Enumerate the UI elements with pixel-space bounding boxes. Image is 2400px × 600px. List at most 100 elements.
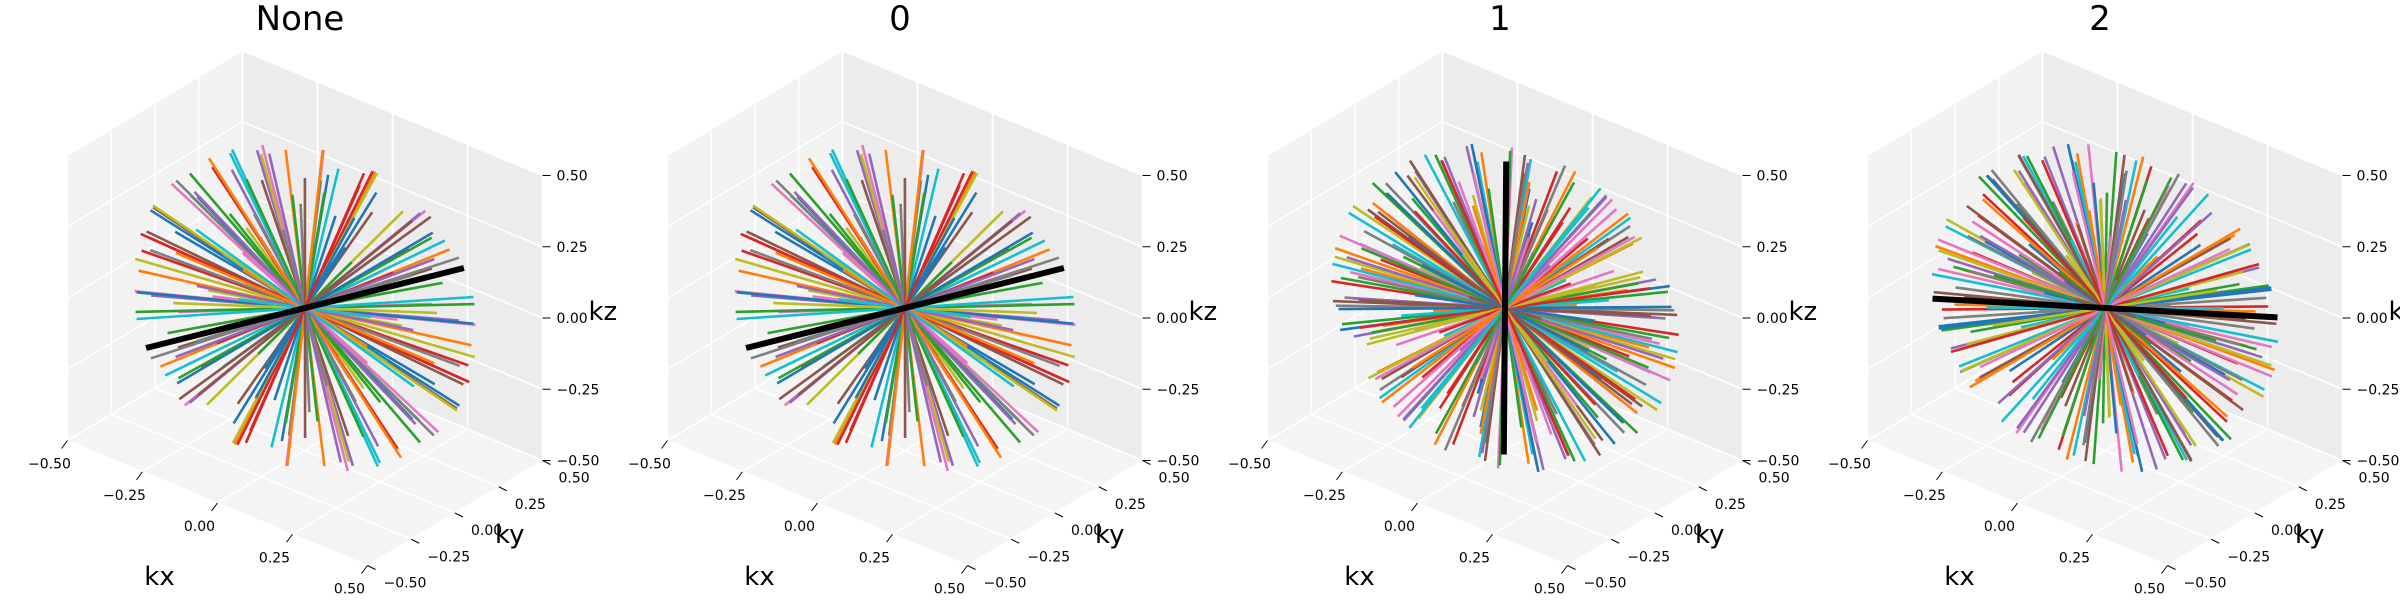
y-axis-label: ky bbox=[495, 520, 525, 550]
y-tick-mark bbox=[367, 565, 376, 570]
grid-line bbox=[154, 387, 456, 514]
grid-line bbox=[1954, 387, 2256, 514]
x-tick-label: 0.00 bbox=[184, 519, 215, 535]
grid-line bbox=[1442, 49, 1743, 177]
highlight-spoke bbox=[1500, 161, 1510, 455]
y-axis-label: ky bbox=[1095, 520, 1125, 550]
y-tick-mark bbox=[454, 512, 464, 518]
x-tick-mark bbox=[286, 533, 293, 543]
x-tick-label: −0.25 bbox=[103, 488, 146, 504]
z-tick-label: −0.25 bbox=[1757, 382, 1800, 398]
y-tick-mark bbox=[2211, 538, 2220, 544]
grid-line bbox=[198, 361, 500, 488]
x-tick-label: 0.25 bbox=[2059, 550, 2090, 566]
y-tick-label: −0.25 bbox=[1027, 549, 1070, 565]
z-tick-label: −0.50 bbox=[2357, 454, 2400, 470]
z-axis-label: kz bbox=[1789, 297, 1818, 327]
x-tick-label: −0.25 bbox=[1903, 488, 1946, 504]
y-tick-label: −0.25 bbox=[427, 549, 470, 565]
subplot-title: 2 bbox=[2089, 0, 2111, 39]
y-tick-label: 0.25 bbox=[1715, 497, 1746, 513]
x-tick-mark bbox=[961, 565, 968, 574]
y-tick-mark bbox=[411, 538, 420, 544]
subplot-title: None bbox=[256, 0, 345, 39]
grid-line bbox=[842, 49, 1143, 177]
x-tick-label: −0.50 bbox=[28, 457, 71, 473]
grid-line bbox=[667, 49, 843, 157]
z-tick-label: 0.25 bbox=[1757, 240, 1788, 256]
x-tick-mark bbox=[1336, 471, 1343, 481]
y-tick-label: −0.50 bbox=[1584, 576, 1627, 592]
z-tick-label: −0.25 bbox=[557, 382, 600, 398]
x-axis-label: kx bbox=[1344, 562, 1374, 592]
highlight-spoke bbox=[1932, 295, 2278, 321]
y-tick-mark bbox=[542, 460, 551, 465]
x-tick-mark bbox=[1936, 471, 1943, 481]
z-tick-label: 0.00 bbox=[2357, 311, 2388, 327]
x-tick-label: 0.50 bbox=[934, 582, 965, 598]
x-tick-label: −0.25 bbox=[1303, 488, 1346, 504]
x-tick-mark bbox=[1861, 440, 1868, 449]
z-tick-label: 0.50 bbox=[557, 169, 588, 185]
x-tick-mark bbox=[361, 565, 368, 574]
x-tick-mark bbox=[736, 471, 743, 481]
grid-line bbox=[67, 49, 243, 157]
y-tick-label: 0.00 bbox=[2271, 523, 2302, 539]
highlight-spoke bbox=[745, 265, 1065, 351]
x-tick-label: −0.50 bbox=[1828, 457, 1871, 473]
grid-line bbox=[67, 121, 243, 228]
z-axis-label: kz bbox=[2389, 297, 2400, 327]
y-tick-label: −0.50 bbox=[984, 576, 1027, 592]
y-tick-mark bbox=[1011, 538, 1020, 544]
highlight-spoke bbox=[145, 265, 465, 351]
x-tick-label: −0.25 bbox=[703, 488, 746, 504]
y-tick-mark bbox=[2167, 565, 2176, 570]
y-tick-label: 0.25 bbox=[515, 497, 546, 513]
z-tick-label: 0.00 bbox=[557, 311, 588, 327]
x-tick-label: 0.25 bbox=[259, 550, 290, 566]
z-tick-label: −0.50 bbox=[1757, 454, 1800, 470]
y-tick-mark bbox=[498, 486, 507, 492]
x-tick-mark bbox=[2161, 565, 2168, 574]
grid-line bbox=[1267, 49, 1443, 157]
y-tick-mark bbox=[1654, 512, 1664, 518]
x-tick-label: 0.50 bbox=[334, 582, 365, 598]
z-axis-label: kz bbox=[1189, 297, 1218, 327]
grid-line bbox=[1492, 428, 1668, 535]
z-tick-label: −0.50 bbox=[557, 454, 600, 470]
z-tick-label: −0.50 bbox=[1157, 454, 1200, 470]
grid-line bbox=[892, 428, 1068, 535]
x-tick-mark bbox=[211, 502, 218, 512]
x-tick-mark bbox=[1486, 533, 1493, 543]
y-tick-mark bbox=[1054, 512, 1064, 518]
y-tick-label: 0.50 bbox=[1759, 471, 1790, 487]
y-tick-label: −0.25 bbox=[2227, 549, 2270, 565]
x-axis-label: kx bbox=[144, 562, 174, 592]
z-tick-label: 0.00 bbox=[1157, 311, 1188, 327]
x-tick-mark bbox=[2011, 502, 2018, 512]
x-tick-label: 0.00 bbox=[784, 519, 815, 535]
x-tick-label: −0.50 bbox=[628, 457, 671, 473]
z-tick-label: 0.50 bbox=[1157, 169, 1188, 185]
grid-line bbox=[1998, 361, 2300, 488]
y-tick-mark bbox=[1698, 486, 1707, 492]
z-axis-label: kz bbox=[589, 297, 618, 327]
grid-line bbox=[242, 121, 543, 248]
x-tick-label: 0.25 bbox=[859, 550, 890, 566]
z-tick-label: 0.00 bbox=[1757, 311, 1788, 327]
grid-line bbox=[1267, 121, 1443, 228]
y-axis-label: ky bbox=[1695, 520, 1725, 550]
y-tick-label: 0.50 bbox=[1159, 471, 1190, 487]
x-axis-label: kx bbox=[1944, 562, 1974, 592]
x-tick-label: 0.25 bbox=[1459, 550, 1490, 566]
grid-line bbox=[292, 428, 468, 535]
grid-line bbox=[667, 121, 843, 228]
grid-line bbox=[1867, 121, 2043, 228]
y-tick-label: 0.50 bbox=[559, 471, 590, 487]
grid-line bbox=[1867, 49, 2043, 157]
y-tick-label: −0.50 bbox=[384, 576, 427, 592]
